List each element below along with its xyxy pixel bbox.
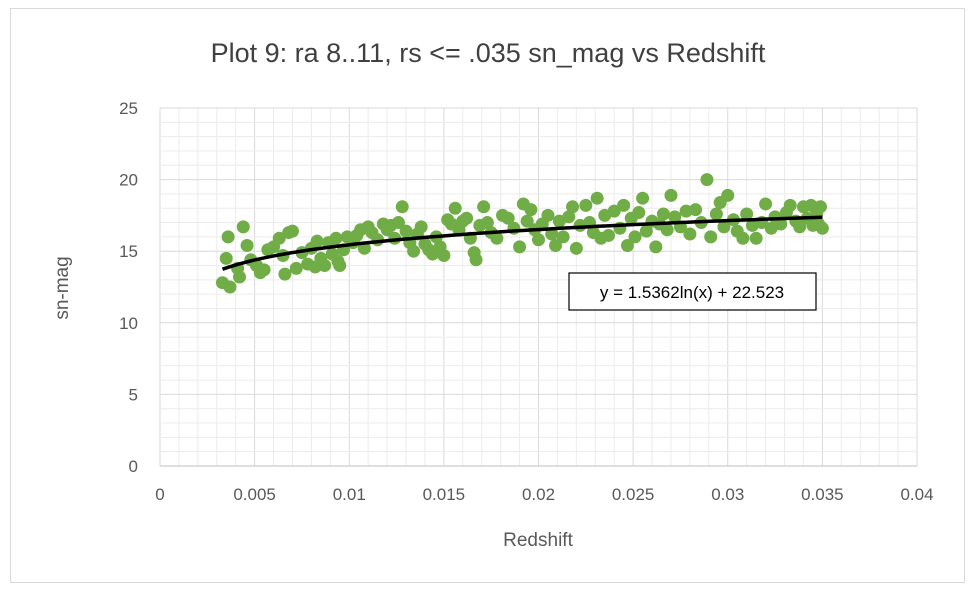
trendline-equation: y = 1.5362ln(x) + 22.523 [600, 283, 784, 302]
data-point [579, 198, 593, 212]
data-point [448, 201, 462, 215]
data-point [289, 261, 303, 275]
y-tick-label: 10 [119, 314, 138, 333]
data-point [232, 270, 246, 284]
data-point [395, 200, 409, 214]
data-point [700, 173, 714, 187]
data-point [783, 198, 797, 212]
data-point [632, 206, 646, 220]
trendline [221, 215, 823, 271]
data-point [407, 244, 421, 258]
data-point [272, 231, 286, 245]
data-point [221, 230, 235, 244]
data-point [704, 230, 718, 244]
data-point [620, 238, 634, 252]
data-point [556, 230, 570, 244]
data-point [399, 224, 413, 238]
data-point [480, 216, 494, 230]
axes: 0 0.005 0.01 0.015 0.02 0.025 0.03 0.035 0.04 0 5 1… [119, 99, 933, 504]
data-point [329, 231, 343, 245]
data-point [636, 191, 650, 205]
data-point [759, 197, 773, 211]
data-point [524, 203, 538, 217]
data-point [562, 210, 576, 224]
data-point [740, 207, 754, 221]
data-point [813, 200, 827, 214]
data-point [414, 220, 428, 234]
data-point [656, 207, 670, 221]
data-point [257, 263, 271, 277]
data-point [490, 231, 504, 245]
data-point [717, 220, 731, 234]
x-tick-label: 0.015 [423, 485, 466, 504]
data-point [223, 280, 237, 294]
data-point [590, 191, 604, 205]
data-point [749, 231, 763, 245]
data-point [333, 259, 347, 273]
data-point [240, 238, 254, 252]
data-point [602, 228, 616, 242]
data-point [285, 224, 299, 238]
data-point [318, 259, 332, 273]
x-tick-label: 0.035 [801, 485, 844, 504]
data-point [774, 217, 788, 231]
x-tick-label: 0.01 [333, 485, 366, 504]
data-point [721, 188, 735, 202]
x-axis-label: Redshift [503, 530, 573, 551]
data-point [566, 200, 580, 214]
y-tick-label: 15 [119, 242, 138, 261]
x-tick-label: 0.025 [612, 485, 655, 504]
data-point [664, 188, 678, 202]
x-tick-label: 0 [155, 485, 164, 504]
data-point [617, 198, 631, 212]
data-point [477, 200, 491, 214]
data-point [501, 211, 515, 225]
data-point [541, 208, 555, 222]
data-point [545, 227, 559, 241]
data-point [520, 214, 534, 228]
data-point [236, 220, 250, 234]
data-point [278, 267, 292, 281]
data-point [437, 248, 451, 262]
data-point [460, 211, 474, 225]
data-point [549, 238, 563, 252]
data-point [628, 230, 642, 244]
x-tick-label: 0.04 [900, 485, 933, 504]
y-axis-label: sn-mag [52, 256, 73, 319]
data-point [607, 204, 621, 218]
x-tick-label: 0.03 [711, 485, 744, 504]
trendline-label-box: y = 1.5362ln(x) + 22.523 [568, 272, 817, 311]
data-point [219, 251, 233, 265]
data-point [310, 234, 324, 248]
data-point [639, 224, 653, 238]
y-tick-label: 20 [119, 171, 138, 190]
data-point [668, 210, 682, 224]
data-point [649, 240, 663, 254]
chart-title: Plot 9: ra 8..11, rs <= .035 sn_mag vs R… [211, 38, 766, 68]
data-point [513, 240, 527, 254]
data-point [469, 253, 483, 267]
data-point [660, 223, 674, 237]
x-tick-label: 0.005 [233, 485, 276, 504]
data-point [569, 241, 583, 255]
data-point [532, 233, 545, 247]
data-point [793, 220, 807, 234]
data-point [815, 221, 829, 235]
data-point [736, 231, 750, 245]
data-point [391, 216, 405, 230]
data-point [709, 207, 723, 221]
y-tick-label: 0 [129, 457, 138, 476]
x-tick-label: 0.02 [522, 485, 555, 504]
y-tick-label: 5 [129, 385, 138, 404]
y-tick-label: 25 [119, 99, 138, 118]
data-point [689, 203, 703, 217]
data-point [683, 227, 697, 241]
